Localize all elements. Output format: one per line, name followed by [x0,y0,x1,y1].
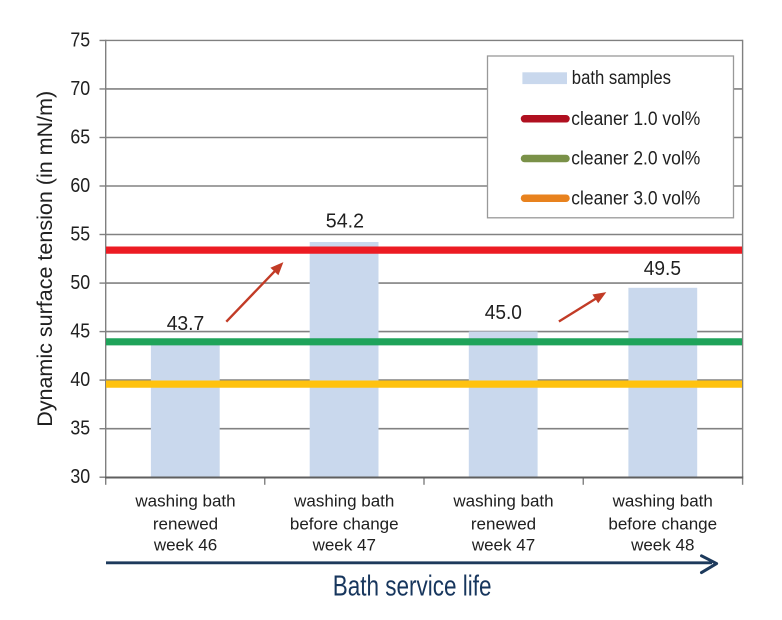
svg-text:week 48: week 48 [630,535,694,554]
svg-text:43.7: 43.7 [167,313,205,335]
svg-text:Bath service life: Bath service life [333,571,492,602]
svg-text:before change: before change [608,515,717,534]
svg-text:week 46: week 46 [153,535,217,554]
svg-text:bath samples: bath samples [572,68,671,89]
svg-text:cleaner 1.0 vol%: cleaner 1.0 vol% [571,109,700,130]
svg-text:35: 35 [70,418,90,440]
svg-text:49.5: 49.5 [644,258,681,280]
svg-text:washing bath: washing bath [293,491,394,510]
svg-text:60: 60 [70,175,90,197]
svg-text:50: 50 [70,272,90,294]
svg-text:55: 55 [70,224,90,246]
svg-text:75: 75 [70,30,90,52]
svg-text:Dynamic surface tension (in mN: Dynamic surface tension (in mN/m) [33,91,57,427]
svg-text:cleaner 3.0 vol%: cleaner 3.0 vol% [571,188,700,209]
svg-text:before change: before change [290,515,399,534]
svg-text:65: 65 [70,127,90,149]
svg-text:54.2: 54.2 [326,210,364,232]
svg-text:cleaner 2.0 vol%: cleaner 2.0 vol% [571,149,700,170]
svg-text:45.0: 45.0 [485,302,522,324]
svg-text:washing bath: washing bath [452,491,553,510]
svg-text:45: 45 [70,321,90,343]
svg-text:renewed: renewed [153,515,218,534]
svg-text:70: 70 [70,78,90,100]
svg-text:week 47: week 47 [471,535,535,554]
svg-text:washing bath: washing bath [612,491,713,510]
svg-text:week 47: week 47 [312,535,376,554]
svg-text:washing bath: washing bath [134,491,235,510]
svg-text:30: 30 [70,466,90,488]
svg-text:renewed: renewed [471,515,536,534]
svg-text:40: 40 [70,369,90,391]
